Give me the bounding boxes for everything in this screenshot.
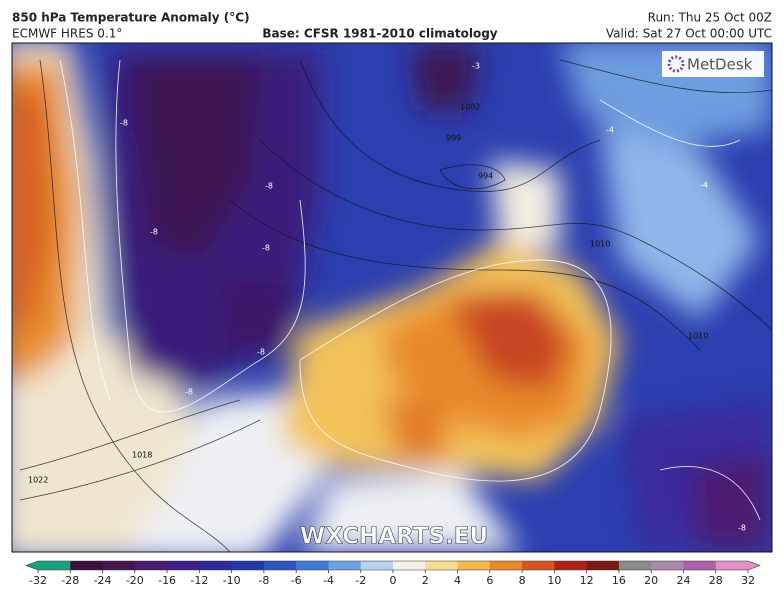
colorbar-segment (489, 561, 523, 570)
colorbar-tick-label: -24 (94, 574, 112, 587)
valid: Valid: Sat 27 Oct 00:00 UTC (606, 27, 772, 41)
colorbar-segment (554, 561, 588, 570)
title: 850 hPa Temperature Anomaly (°C) (12, 11, 250, 25)
colorbar-tick-label: 24 (676, 574, 690, 587)
contour-label: -8 (265, 182, 273, 191)
isobar-label: 1010 (688, 332, 708, 341)
colorbar-segment (263, 561, 297, 570)
logo-box (662, 51, 764, 77)
colorbar-tick-label: 28 (709, 574, 723, 587)
contour-label: -8 (257, 348, 265, 357)
colorbar-tick-label: 10 (547, 574, 561, 587)
contour-label: -8 (185, 388, 193, 397)
colorbar-tick-label: 32 (741, 574, 755, 587)
isobar-label: 1022 (28, 476, 48, 485)
colorbar-tick-label: 8 (519, 574, 526, 587)
colorbar-segment (457, 561, 491, 570)
colorbar-tick-label: 2 (422, 574, 429, 587)
contour-label: -8 (738, 524, 746, 533)
colorbar-segment (328, 561, 362, 570)
colorbar-tick-label: 16 (612, 574, 626, 587)
colorbar-segment (360, 561, 394, 570)
map: -8 -8 -8 -8 -8 -8 -4 -4 -3 994 999 1002 … (12, 43, 772, 552)
anomaly-field (12, 43, 772, 552)
colorbar-tick-label: -4 (323, 574, 334, 587)
colorbar-tick-label: -12 (190, 574, 208, 587)
colorbar-tick-label: -2 (355, 574, 366, 587)
contour-label: -3 (472, 62, 480, 71)
colorbar-tick-label: -6 (291, 574, 302, 587)
isobar-label: 999 (446, 134, 461, 143)
colorbar-segment (651, 561, 684, 570)
colorbar-segment (522, 561, 555, 570)
watermark: WXCHARTS.EU (300, 524, 488, 550)
map-frame (11, 42, 773, 553)
colorbar-segment (167, 561, 200, 570)
colorbar-segment (586, 561, 620, 570)
colorbar-tick-label: -8 (258, 574, 269, 587)
colorbar-segment (38, 561, 71, 570)
colorbar-segment (134, 561, 168, 570)
colorbar-tick-label: 6 (486, 574, 493, 587)
anomaly-contours (59, 59, 761, 521)
colorbar-segment (296, 561, 329, 570)
colorbar-segment (618, 561, 652, 570)
colorbar-tick-label: 4 (454, 574, 461, 587)
contour-label: -8 (150, 228, 158, 237)
isobars (19, 59, 772, 552)
isobar-label: 1018 (132, 451, 152, 460)
colorbar-arrow-high (748, 561, 760, 570)
isobar-label: 1002 (460, 103, 480, 112)
colorbar-segment (231, 561, 265, 570)
colorbar-tick-label: -32 (29, 574, 47, 587)
colorbar-segment (393, 561, 426, 570)
colorbar-segment (425, 561, 459, 570)
contour-label: -8 (262, 244, 270, 253)
isobar-label: 994 (478, 172, 493, 181)
colorbar-tick-label: -10 (223, 574, 241, 587)
contour-label: -8 (120, 119, 128, 128)
logo: MetDesk (687, 56, 753, 74)
colorbar-tick-label: -20 (126, 574, 144, 587)
colorbar-segment (70, 561, 104, 570)
contour-label: -4 (606, 126, 614, 135)
colorbar-segment (683, 561, 717, 570)
colorbar-tick-label: -16 (158, 574, 176, 587)
colorbar-tick-label: 12 (580, 574, 594, 587)
logo-icon (667, 55, 685, 73)
colorbar-segment (715, 561, 749, 570)
contour-labels: -8 -8 -8 -8 -8 -8 -4 -4 -3 994 999 1002 … (28, 62, 746, 533)
colorbar-segment (102, 561, 136, 570)
run: Run: Thu 25 Oct 00Z (648, 11, 772, 25)
colorbar: -32 -28 -24 -20 -16 -12 -10 -8 -6 -4 -2 0 2 4 6 8 10 12 16… (25, 560, 761, 587)
colorbar-segment (199, 561, 233, 570)
isobar-label: 1010 (590, 240, 610, 249)
base: Base: CFSR 1981-2010 climatology (262, 27, 497, 41)
colorbar-arrow-low (26, 561, 38, 570)
contour-label: -4 (700, 181, 708, 190)
colorbar-tick-label: 0 (390, 574, 397, 587)
colorbar-tick-label: 20 (644, 574, 658, 587)
colorbar-tick-label: -28 (61, 574, 79, 587)
model: ECMWF HRES 0.1° (12, 27, 122, 41)
